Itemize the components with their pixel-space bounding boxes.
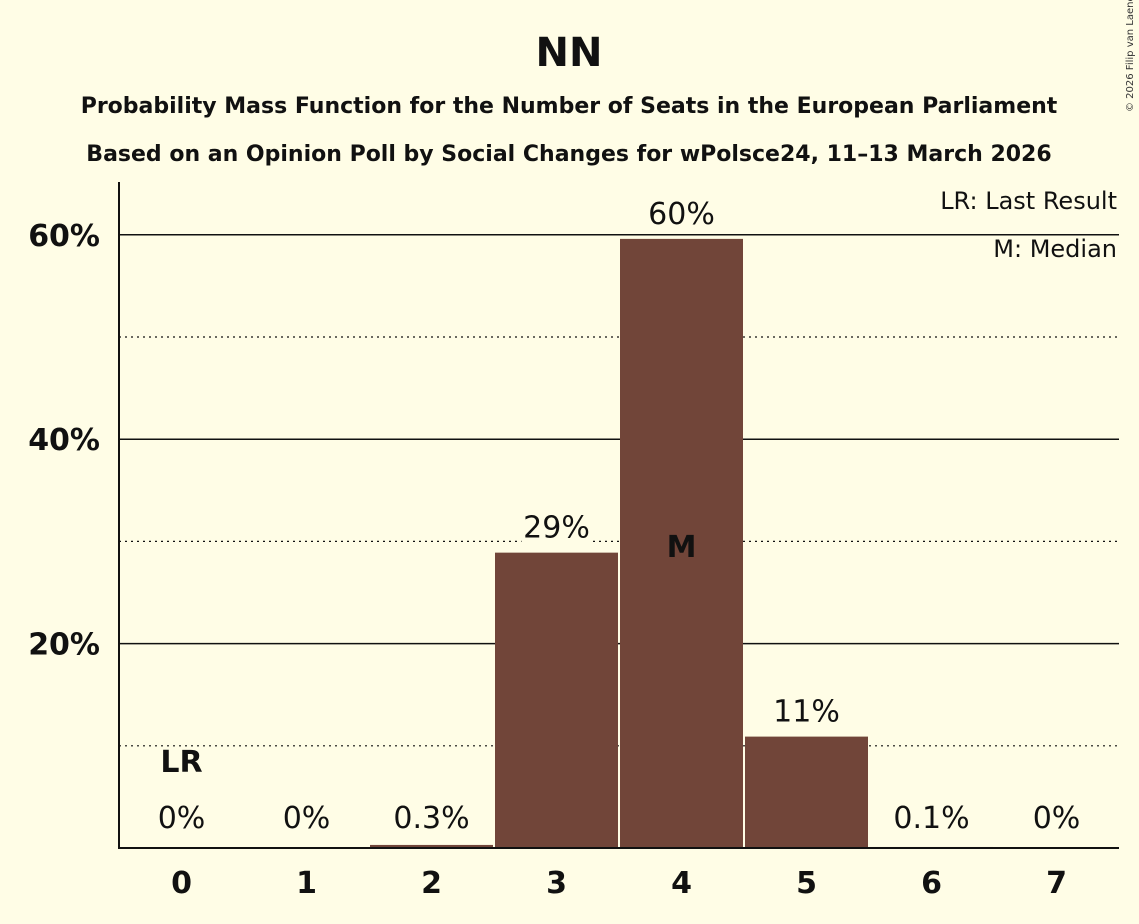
- x-tick-label: 3: [546, 866, 567, 901]
- label-background: [387, 800, 476, 836]
- x-tick-label: 1: [296, 866, 317, 901]
- data-label: 0.3%: [393, 801, 469, 836]
- data-label: 60%: [648, 197, 715, 232]
- chart-subtitle: Probability Mass Function for the Number…: [81, 94, 1058, 119]
- x-tick-label: 7: [1046, 866, 1067, 901]
- last-result-marker: LR: [160, 745, 202, 780]
- x-tick-label: 4: [671, 866, 692, 901]
- bar-3: [495, 552, 618, 848]
- chart-title: NN: [536, 30, 603, 76]
- y-tick-label: 40%: [28, 423, 100, 458]
- chart-subtitle-2: Based on an Opinion Poll by Social Chang…: [86, 142, 1051, 167]
- data-label: 0%: [158, 801, 206, 836]
- label-background: [280, 800, 333, 836]
- x-tick-label: 5: [796, 866, 817, 901]
- data-label: 0%: [1033, 801, 1081, 836]
- copyright: © 2026 Filip van Laenen: [1125, 0, 1136, 112]
- data-label: 0.1%: [893, 801, 969, 836]
- label-background: [646, 195, 717, 232]
- x-tick-label: 6: [921, 866, 942, 901]
- label-background: [155, 800, 208, 836]
- label-background: [1030, 800, 1083, 836]
- data-label: 29%: [523, 511, 590, 546]
- legend-last-result: LR: Last Result: [940, 187, 1117, 215]
- y-tick-label: 60%: [28, 219, 100, 254]
- x-tick-label: 0: [171, 866, 192, 901]
- data-label: 11%: [773, 695, 840, 730]
- label-background: [771, 693, 842, 730]
- label-background: [521, 509, 592, 546]
- label-background: [887, 800, 976, 836]
- bar-2: [370, 844, 493, 848]
- legend-median: M: Median: [993, 235, 1117, 263]
- y-tick-label: 20%: [28, 628, 100, 663]
- x-tick-label: 2: [421, 866, 442, 901]
- median-marker: M: [667, 530, 697, 565]
- data-label: 0%: [283, 801, 331, 836]
- bar-4: [620, 238, 743, 848]
- bar-5: [745, 736, 868, 848]
